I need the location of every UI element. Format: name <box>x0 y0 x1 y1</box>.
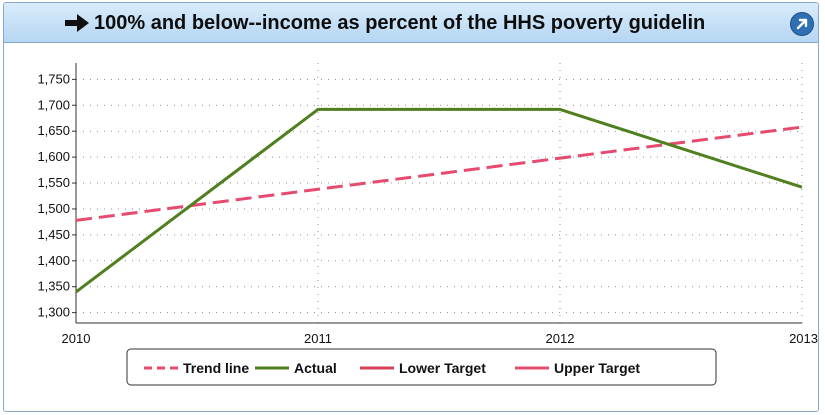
expand-arrow-icon <box>796 18 808 30</box>
y-tick-label: 1,700 <box>37 97 70 112</box>
y-tick-label: 1,550 <box>37 175 70 190</box>
chart-title: 100% and below--income as percent of the… <box>94 12 706 34</box>
y-tick-label: 1,400 <box>37 253 70 268</box>
chart-widget: 100% and below--income as percent of the… <box>3 2 819 412</box>
x-tick-label: 2011 <box>304 331 332 346</box>
series-line-trend-line <box>75 125 803 222</box>
y-tick-label: 1,450 <box>37 227 70 242</box>
legend-box <box>126 348 717 386</box>
legend-label-lower-target: Lower Target <box>399 360 486 376</box>
expand-button[interactable] <box>790 12 814 36</box>
x-tick-label: 2012 <box>546 331 575 346</box>
arrow-right-icon <box>65 14 89 32</box>
line-chart: 1,300 1,350 1,400 1,450 1,500 1,550 1,600 1,650… <box>37 63 818 386</box>
legend: Trend line Actual Lower Target Upper Target <box>126 348 717 386</box>
y-tick-label: 1,600 <box>37 149 70 164</box>
x-tick-label: 2013 <box>789 331 818 346</box>
y-tick-label: 1,300 <box>37 305 70 320</box>
y-tick-label: 1,350 <box>37 279 70 294</box>
axes: 1,300 1,350 1,400 1,450 1,500 1,550 1,600 1,650… <box>37 63 818 346</box>
series-line-actual <box>75 107 803 294</box>
x-tick-label: 2010 <box>62 331 91 346</box>
grid-lines <box>76 63 803 323</box>
y-tick-label: 1,650 <box>37 123 70 138</box>
series-lines <box>75 107 803 294</box>
y-tick-label: 1,500 <box>37 201 70 216</box>
chart-header: 100% and below--income as percent of the… <box>4 3 818 43</box>
y-tick-label: 1,750 <box>37 71 70 86</box>
legend-label-upper-target: Upper Target <box>554 360 640 376</box>
legend-label-trend-line: Trend line <box>183 360 249 376</box>
legend-label-actual: Actual <box>294 360 337 376</box>
